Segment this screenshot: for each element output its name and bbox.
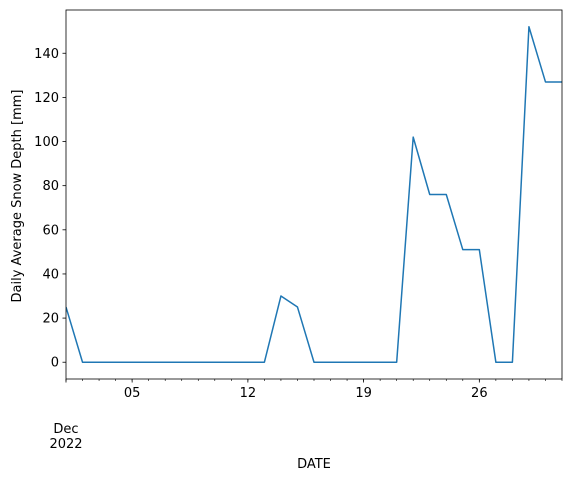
y-tick-label: 120 xyxy=(34,91,59,106)
data-point xyxy=(131,361,133,363)
data-point xyxy=(231,361,233,363)
x-axis-offset-label-month: Dec xyxy=(53,422,78,437)
x-tick-label: 26 xyxy=(471,386,488,401)
data-point xyxy=(545,81,547,83)
y-tick-label: 40 xyxy=(42,267,59,282)
y-tick-label: 80 xyxy=(42,179,59,194)
x-axis: 05 12 19 26 xyxy=(65,379,563,401)
data-point xyxy=(181,361,183,363)
data-point xyxy=(148,361,150,363)
data-point xyxy=(247,361,249,363)
x-tick-label: 12 xyxy=(240,386,257,401)
data-point xyxy=(197,361,199,363)
data-point xyxy=(379,361,381,363)
y-axis-label: Daily Average Snow Depth [mm] xyxy=(10,90,25,303)
y-tick-label: 100 xyxy=(34,135,59,150)
x-axis-label: DATE xyxy=(297,457,331,472)
x-tick-label: 05 xyxy=(124,386,141,401)
plot-area xyxy=(65,9,563,380)
data-point xyxy=(164,361,166,363)
data-point xyxy=(396,361,398,363)
data-point xyxy=(115,361,117,363)
data-point xyxy=(313,361,315,363)
y-tick-label: 140 xyxy=(34,47,59,62)
data-point xyxy=(445,194,447,196)
series-line-0 xyxy=(66,26,562,363)
data-point xyxy=(512,361,514,363)
data-point xyxy=(264,361,266,363)
data-point xyxy=(214,361,216,363)
y-axis: 0 20 40 60 80 100 120 140 xyxy=(34,47,66,371)
x-axis-offset-label-year: 2022 xyxy=(49,437,82,452)
data-point xyxy=(280,295,282,297)
data-point xyxy=(528,26,530,28)
data-point xyxy=(82,361,84,363)
y-tick-label: 60 xyxy=(42,223,59,238)
data-point xyxy=(412,136,414,138)
plot-frame xyxy=(65,9,563,380)
data-point xyxy=(330,361,332,363)
data-point xyxy=(297,306,299,308)
y-tick-label: 0 xyxy=(51,356,59,371)
y-tick-label: 20 xyxy=(42,312,59,327)
data-point xyxy=(429,194,431,196)
data-point xyxy=(462,249,464,251)
x-tick-label: 19 xyxy=(355,386,372,401)
data-point xyxy=(346,361,348,363)
data-point xyxy=(363,361,365,363)
data-point xyxy=(495,361,497,363)
data-point xyxy=(98,361,100,363)
data-point xyxy=(479,249,481,251)
